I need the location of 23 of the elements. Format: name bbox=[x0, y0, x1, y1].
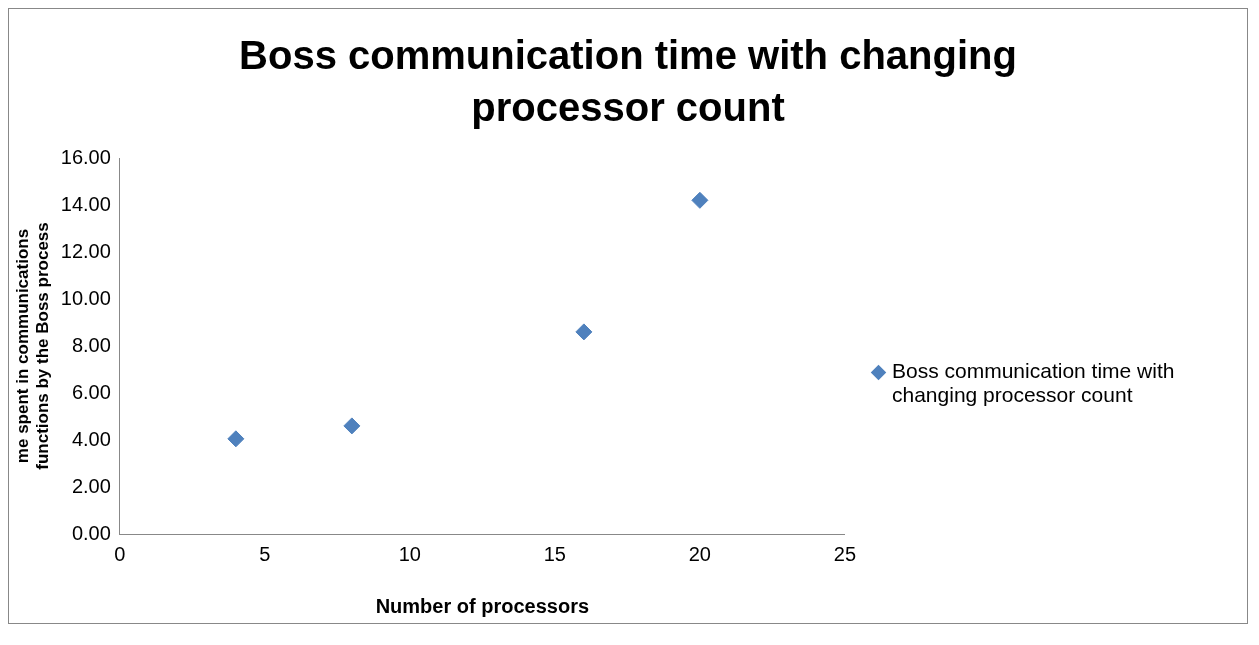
y-tick-label: 16.00 bbox=[60, 145, 111, 168]
y-tick-label: 6.00 bbox=[71, 380, 111, 403]
y-tick-label: 4.00 bbox=[71, 427, 111, 450]
y-axis-title: me spent in communications functions by the Boss process bbox=[12, 222, 53, 470]
y-tick-label: 0.00 bbox=[71, 521, 111, 544]
x-tick-label: 0 bbox=[114, 542, 126, 565]
x-tick-label: 10 bbox=[398, 542, 421, 565]
x-axis-title: Number of processors bbox=[375, 594, 590, 617]
y-tick-label: 8.00 bbox=[71, 333, 111, 356]
x-tick-label: 5 bbox=[259, 542, 271, 565]
x-tick-label: 25 bbox=[833, 542, 856, 565]
x-tick-label: 20 bbox=[688, 542, 711, 565]
legend-label: Boss communication time with changing processor count bbox=[892, 359, 1176, 407]
point bbox=[343, 417, 361, 435]
y-tick-label: 14.00 bbox=[60, 192, 111, 215]
point bbox=[691, 191, 709, 209]
y-tick-label: 12.00 bbox=[60, 239, 111, 262]
y-tick-label: 2.00 bbox=[71, 474, 111, 497]
point bbox=[575, 323, 593, 341]
y-tick-label: 10.00 bbox=[60, 286, 111, 309]
chart-title: Boss communication time with changing processor count bbox=[238, 32, 1018, 131]
x-tick-label: 15 bbox=[543, 542, 566, 565]
point bbox=[227, 430, 245, 448]
